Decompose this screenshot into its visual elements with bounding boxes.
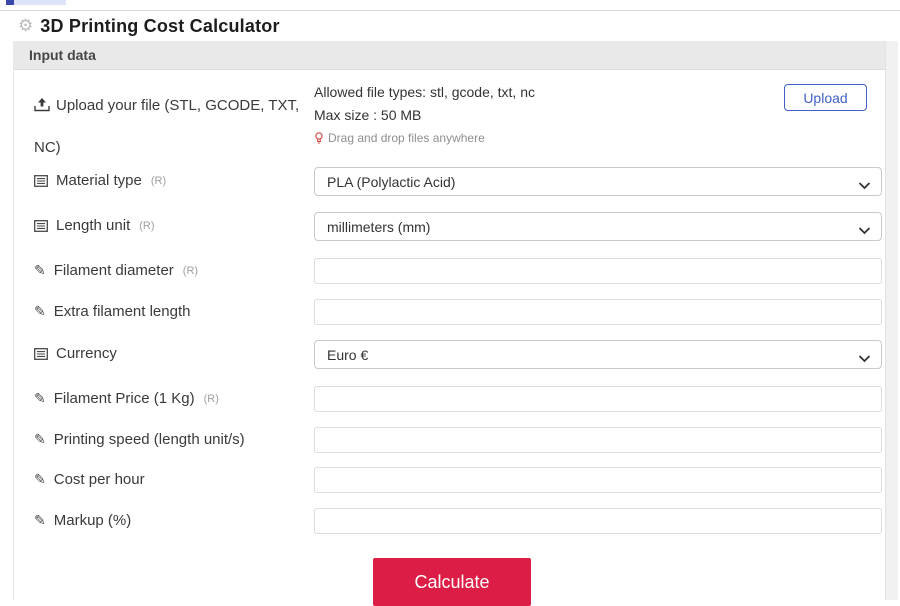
cost-per-hour-input[interactable] (314, 467, 882, 493)
markup-label: ✎ Markup (%) (34, 512, 132, 529)
upload-file-label: Upload your file (STL, GCODE, TXT, NC) (34, 97, 300, 156)
section-title: Input data (29, 47, 96, 63)
filament-diameter-input[interactable] (314, 258, 882, 284)
chevron-down-icon (858, 222, 871, 238)
pencil-icon: ✎ (34, 262, 46, 279)
currency-select[interactable]: Euro € (314, 340, 882, 369)
extra-filament-length-label: ✎ Extra filament length (34, 303, 191, 320)
top-divider (0, 10, 900, 11)
required-marker: (R) (182, 264, 199, 277)
pencil-icon: ✎ (34, 431, 46, 448)
upload-button[interactable]: Upload (784, 84, 867, 111)
filament-price-label: ✎ Filament Price (1 Kg) (R) (34, 390, 219, 407)
app-header: ⚙ 3D Printing Cost Calculator (0, 11, 900, 41)
pencil-icon: ✎ (34, 303, 46, 320)
material-type-label: Material type (R) (34, 172, 166, 189)
printing-speed-input[interactable] (314, 427, 882, 453)
pencil-icon: ✎ (34, 471, 46, 488)
calculator-card: Input data Upload your file (STL, GCODE,… (13, 41, 886, 606)
drag-drop-hint: Drag and drop files anywhere (314, 131, 535, 145)
cost-per-hour-label: ✎ Cost per hour (34, 471, 145, 488)
top-strip (0, 0, 900, 10)
list-icon (34, 174, 48, 187)
section-header: Input data (14, 41, 885, 70)
length-unit-label: Length unit (R) (34, 217, 155, 234)
gear-icon: ⚙ (18, 15, 34, 36)
allowed-types-text: Allowed file types: stl, gcode, txt, nc (314, 84, 535, 100)
browser-tab-artifact-light (14, 0, 66, 5)
upload-icon (34, 98, 50, 116)
filament-price-input[interactable] (314, 386, 882, 412)
page-title: 3D Printing Cost Calculator (40, 15, 280, 36)
pencil-icon: ✎ (34, 512, 46, 529)
browser-tab-artifact-dark (6, 0, 14, 5)
page-background-band (886, 41, 898, 600)
upload-info: Allowed file types: stl, gcode, txt, nc … (314, 84, 535, 145)
required-marker: (R) (203, 392, 219, 405)
lightbulb-icon (314, 131, 324, 145)
list-icon (34, 347, 48, 360)
max-size-text: Max size : 50 MB (314, 107, 422, 123)
chevron-down-icon (858, 350, 871, 366)
currency-label: Currency (34, 345, 117, 362)
material-type-select[interactable]: PLA (Polylactic Acid) (314, 167, 882, 196)
markup-input[interactable] (314, 508, 882, 534)
required-marker: (R) (139, 219, 155, 232)
chevron-down-icon (858, 177, 871, 193)
extra-filament-length-input[interactable] (314, 299, 882, 325)
length-unit-select[interactable]: millimeters (mm) (314, 212, 882, 241)
required-marker: (R) (150, 174, 167, 187)
printing-speed-label: ✎ Printing speed (length unit/s) (34, 431, 245, 448)
calculate-button[interactable]: Calculate (373, 558, 531, 606)
list-icon (34, 219, 48, 232)
filament-diameter-label: ✎ Filament diameter (R) (34, 262, 199, 279)
pencil-icon: ✎ (34, 390, 46, 407)
